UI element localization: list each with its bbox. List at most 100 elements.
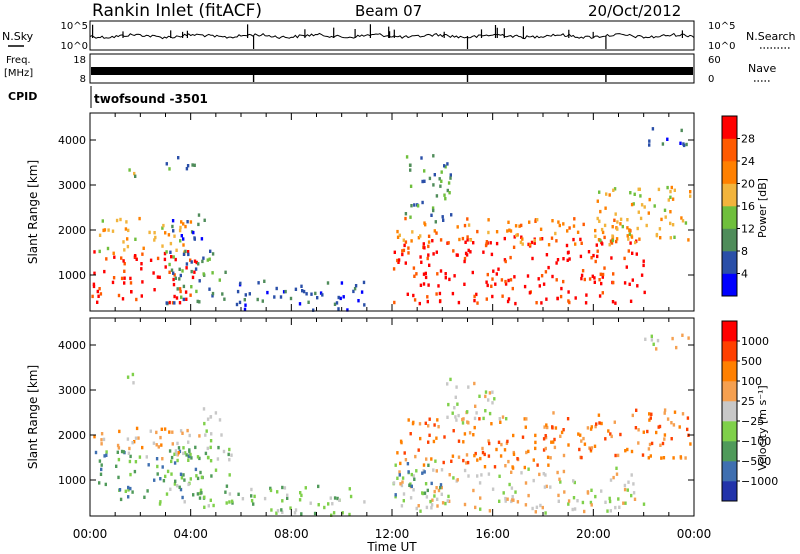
power-cell	[397, 260, 400, 264]
power-cell	[492, 269, 495, 273]
power-cell	[412, 293, 415, 298]
power-cell	[667, 198, 670, 202]
velocity-cell	[176, 458, 179, 463]
velocity-cell	[177, 451, 180, 455]
velocity-cell	[504, 496, 507, 501]
power-cell	[446, 188, 449, 193]
power-cell	[130, 290, 133, 294]
velocity-cell	[474, 451, 477, 456]
power-cell	[180, 295, 183, 299]
velocity-cell	[210, 432, 213, 436]
velocity-cell	[652, 342, 655, 346]
velocity-cell	[672, 456, 675, 460]
velocity-cell	[604, 437, 607, 441]
power-cell	[579, 237, 582, 242]
velocity-cell	[250, 499, 254, 503]
power-cell	[507, 278, 510, 283]
power-cell	[581, 269, 585, 273]
velocity-cell	[642, 430, 645, 434]
velocity-cell	[250, 494, 253, 498]
velocity-cell	[544, 435, 548, 440]
velocity-cell	[650, 334, 653, 338]
power-cell	[133, 171, 136, 176]
power-cell	[122, 240, 125, 244]
power-cell	[545, 297, 548, 301]
power-cell	[175, 248, 178, 252]
velocity-cell	[228, 492, 232, 496]
velocity-cell	[198, 456, 201, 461]
power-cell	[519, 240, 523, 245]
velocity-cell	[252, 502, 255, 506]
velocity-cell	[462, 458, 465, 463]
velocity-cell	[553, 445, 557, 450]
power-cell	[648, 139, 651, 143]
power-cell	[453, 274, 456, 278]
velocity-cell	[626, 447, 629, 452]
velocity-cell	[689, 442, 692, 446]
power-cell	[466, 238, 469, 242]
power-cell	[211, 252, 215, 256]
velocity-cell	[214, 468, 218, 472]
velocity-cell	[173, 452, 176, 456]
power-cell	[165, 162, 168, 166]
velocity-cell	[610, 434, 613, 439]
velocity-cell	[228, 473, 231, 477]
power-cell	[163, 257, 167, 262]
velocity-cell	[545, 423, 548, 427]
velocity-cell	[572, 479, 575, 483]
power-cell	[633, 192, 636, 196]
power-cell	[163, 251, 167, 256]
velocity-cell	[552, 411, 555, 415]
power-cell	[312, 308, 315, 312]
power-cell	[601, 291, 604, 295]
power-cell	[628, 232, 631, 236]
velocity-cell	[466, 410, 469, 414]
velocity-cell	[396, 476, 399, 480]
power-cell	[612, 188, 615, 192]
power-cell	[181, 269, 184, 273]
power-cell	[608, 243, 611, 247]
velocity-cell	[656, 338, 660, 343]
velocity-cell	[159, 435, 162, 440]
power-cell	[438, 299, 442, 304]
velocity-colorbar-label-item: −1000	[741, 475, 778, 488]
power-cell	[190, 260, 193, 264]
power-cell	[657, 187, 661, 192]
power-cell	[396, 235, 400, 239]
velocity-ytick-label: 3000	[58, 384, 86, 397]
velocity-cell	[448, 499, 451, 503]
power-cell	[337, 307, 340, 311]
velocity-cell	[534, 440, 537, 445]
velocity-cell	[160, 443, 163, 447]
velocity-cell	[474, 505, 477, 510]
power-cell	[469, 238, 473, 242]
velocity-cell	[547, 463, 550, 467]
velocity-cell	[658, 424, 662, 429]
velocity-cell	[553, 437, 556, 442]
velocity-cell	[183, 451, 187, 455]
velocity-cell	[593, 444, 597, 448]
power-cell	[514, 301, 517, 306]
velocity-colorbar-swatch	[722, 321, 737, 342]
velocity-cell	[641, 453, 645, 457]
velocity-cell	[196, 455, 200, 459]
velocity-cell	[170, 472, 173, 476]
velocity-cell	[129, 486, 132, 491]
power-cell	[404, 212, 408, 216]
power-cell	[428, 176, 432, 181]
velocity-cell	[456, 402, 459, 406]
velocity-cell	[497, 440, 501, 444]
power-cell	[409, 163, 412, 167]
power-cell	[426, 295, 429, 299]
power-cell	[189, 293, 192, 297]
velocity-cell	[448, 473, 451, 477]
velocity-cell	[590, 503, 593, 507]
power-cell	[631, 278, 634, 282]
power-cell	[206, 258, 209, 262]
power-cell	[173, 273, 176, 277]
power-cell	[495, 272, 498, 276]
velocity-cell	[394, 463, 397, 467]
power-cell	[554, 231, 557, 236]
power-colorbar-label-item: 20	[741, 178, 755, 191]
power-cell	[93, 250, 96, 254]
